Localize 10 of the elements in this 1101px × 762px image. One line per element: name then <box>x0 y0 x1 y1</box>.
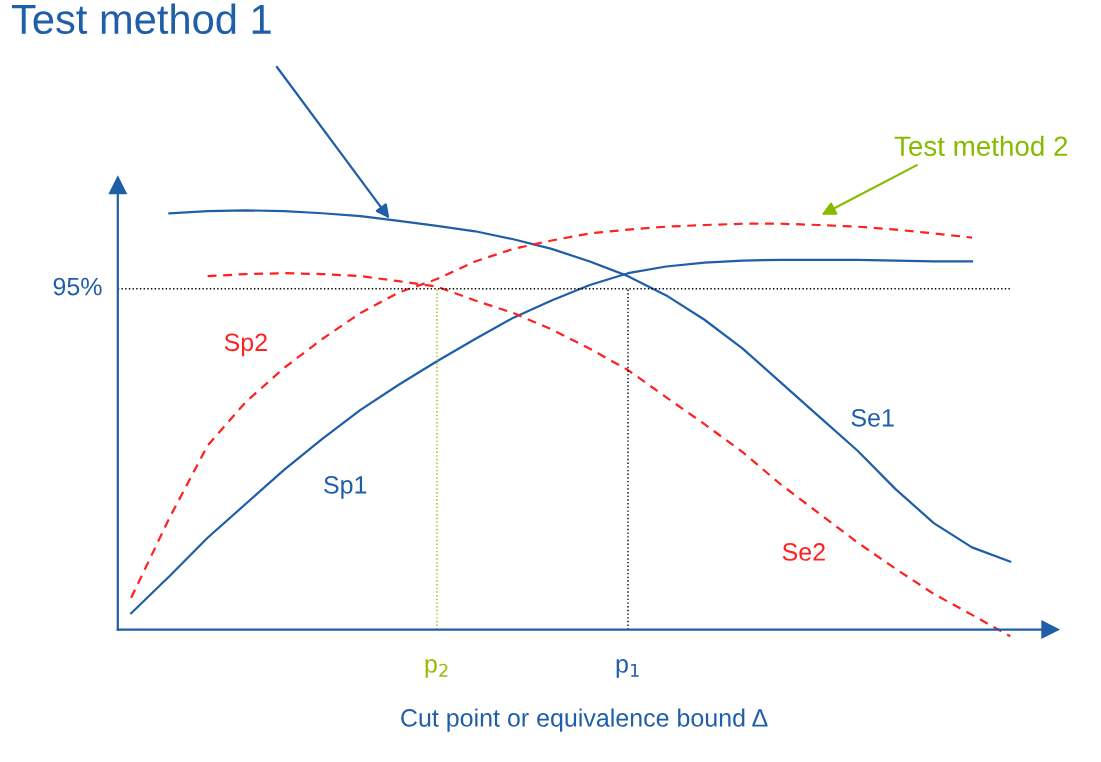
series-label: Sp1 <box>324 476 367 499</box>
x-tick-label: p$_{2}$ <box>425 659 448 678</box>
text: Test method 2 <box>894 135 1068 157</box>
text: Test method 1 <box>11 3 271 35</box>
series-label: Se1 <box>851 408 894 427</box>
series-label: Se2 <box>782 543 825 561</box>
x-axis-title: Cut point or equivalence bound Δ <box>401 708 768 732</box>
text: 95% <box>53 277 102 296</box>
series-label: Sp2 <box>224 333 267 357</box>
x-tick-label: p$_{1}$ <box>616 659 639 678</box>
